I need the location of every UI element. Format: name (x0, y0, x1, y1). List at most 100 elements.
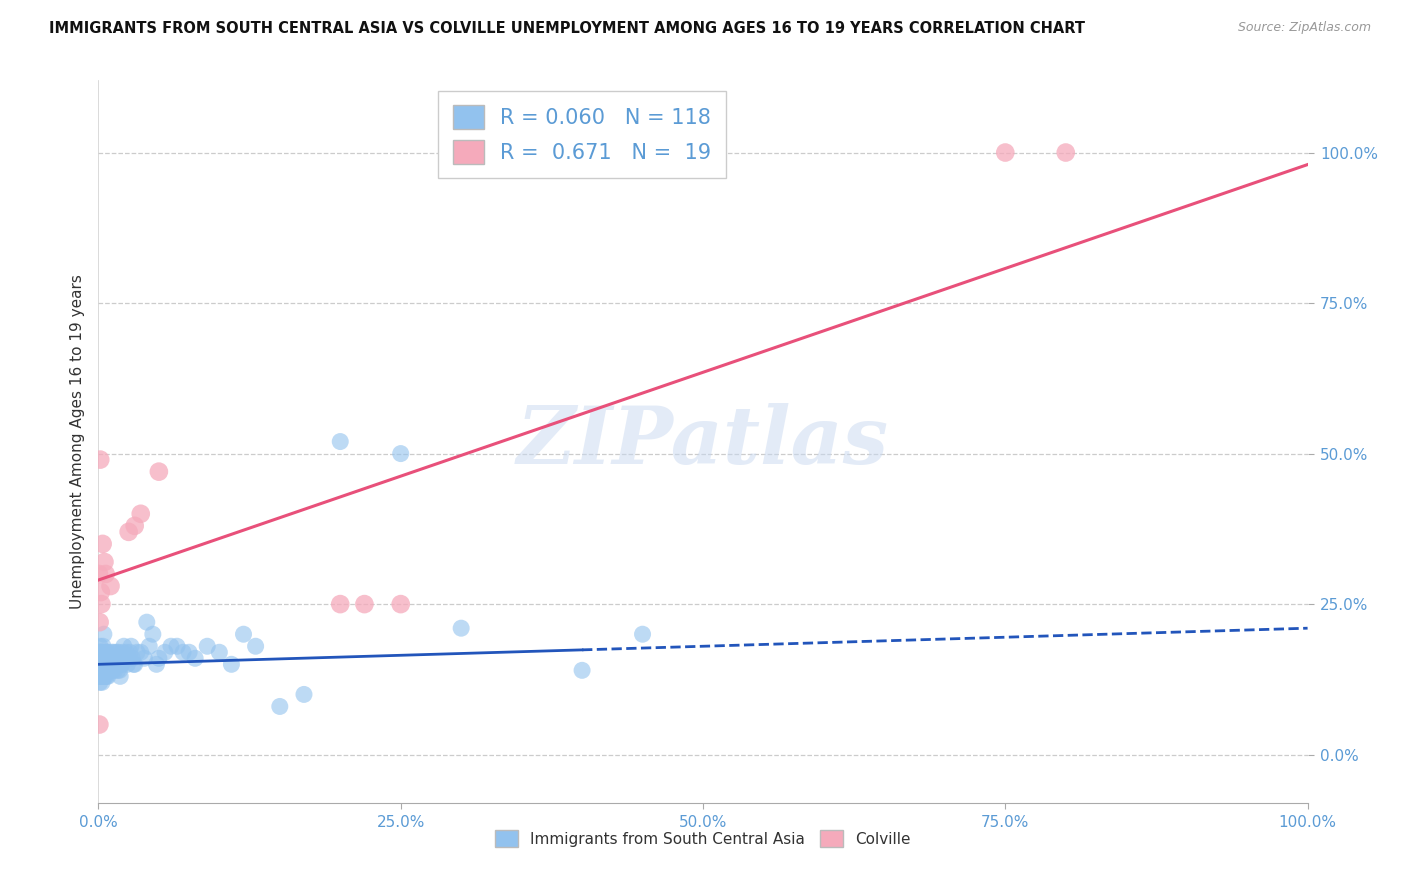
Point (166, 639, 188, 653)
Point (98, 664, 121, 678)
Point (91, 537, 114, 551)
Point (96, 657, 118, 672)
Point (93, 651, 115, 665)
Point (118, 651, 141, 665)
Point (98, 651, 121, 665)
Point (114, 651, 136, 665)
Point (89, 675, 111, 690)
Point (118, 524, 141, 539)
Legend: Immigrants from South Central Asia, Colville: Immigrants from South Central Asia, Colv… (489, 824, 917, 853)
Point (91, 657, 114, 672)
Point (90, 645, 112, 659)
Point (96, 669, 118, 683)
Point (94, 657, 117, 672)
Point (138, 639, 160, 653)
Point (93, 664, 115, 678)
Point (269, 699, 291, 714)
Point (100, 645, 122, 659)
Point (105, 657, 128, 672)
Point (179, 645, 201, 659)
Text: Source: ZipAtlas.com: Source: ZipAtlas.com (1237, 21, 1371, 34)
Point (571, 664, 593, 678)
Point (110, 657, 132, 672)
Point (93, 555, 115, 569)
Point (90, 645, 112, 659)
Point (89, 664, 111, 678)
Point (96, 645, 118, 659)
Point (96, 651, 118, 665)
Point (94, 567, 117, 582)
Point (389, 597, 412, 611)
Text: IMMIGRANTS FROM SOUTH CENTRAL ASIA VS COLVILLE UNEMPLOYMENT AMONG AGES 16 TO 19 : IMMIGRANTS FROM SOUTH CENTRAL ASIA VS CO… (49, 21, 1085, 36)
Point (105, 645, 128, 659)
Point (127, 645, 149, 659)
Point (129, 507, 152, 521)
Point (108, 651, 131, 665)
Point (108, 669, 131, 683)
Point (208, 645, 231, 659)
Point (118, 645, 141, 659)
Point (89, 664, 111, 678)
Point (97, 651, 120, 665)
Point (184, 651, 207, 665)
Point (91, 664, 114, 678)
Text: ZIPatlas: ZIPatlas (517, 403, 889, 480)
Point (134, 651, 156, 665)
Point (994, 145, 1017, 160)
Point (91, 657, 114, 672)
Point (148, 465, 170, 479)
Point (89, 657, 111, 672)
Point (90, 651, 112, 665)
Point (94, 669, 117, 683)
Point (93, 645, 115, 659)
Point (135, 615, 157, 630)
Point (122, 657, 145, 672)
Point (89, 615, 111, 630)
Point (108, 664, 131, 678)
Point (90, 657, 112, 672)
Point (329, 434, 352, 449)
Point (101, 657, 124, 672)
Point (91, 651, 114, 665)
Point (94, 657, 117, 672)
Point (115, 645, 138, 659)
Point (89, 645, 111, 659)
Point (94, 645, 117, 659)
Point (93, 651, 115, 665)
Point (100, 579, 122, 593)
Point (100, 651, 122, 665)
Point (631, 627, 654, 641)
Point (90, 597, 112, 611)
Point (129, 645, 152, 659)
Point (91, 669, 114, 683)
Point (90, 669, 112, 683)
Point (89, 452, 111, 467)
Point (90, 664, 112, 678)
Point (160, 639, 183, 653)
Point (89, 717, 111, 731)
Point (91, 639, 114, 653)
Point (100, 657, 122, 672)
Point (97, 645, 120, 659)
Point (124, 657, 146, 672)
Point (89, 669, 111, 683)
Point (91, 664, 114, 678)
Point (89, 645, 111, 659)
Point (353, 597, 375, 611)
Point (101, 664, 124, 678)
Point (91, 675, 114, 690)
Point (91, 669, 114, 683)
Point (245, 639, 267, 653)
Point (94, 651, 117, 665)
Point (107, 664, 129, 678)
Point (90, 657, 112, 672)
Point (292, 687, 315, 701)
Point (89, 657, 111, 672)
Point (121, 651, 143, 665)
Point (103, 651, 125, 665)
Point (90, 645, 112, 659)
Point (97, 657, 120, 672)
Point (93, 657, 115, 672)
Point (93, 669, 115, 683)
Point (91, 651, 114, 665)
